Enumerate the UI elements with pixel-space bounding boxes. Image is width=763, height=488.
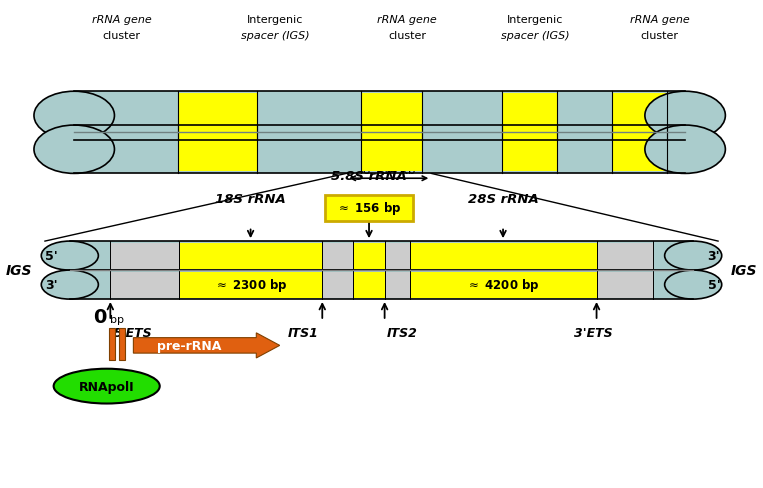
Bar (70, 270, 693, 300)
Text: ITS2: ITS2 (387, 326, 417, 339)
Text: 28S rRNA: 28S rRNA (468, 192, 539, 205)
Bar (70, 242, 693, 270)
Ellipse shape (645, 92, 726, 140)
Bar (179, 243, 322, 269)
Text: cluster: cluster (640, 31, 678, 41)
Bar (652, 243, 693, 269)
Text: ITS1: ITS1 (288, 326, 319, 339)
Ellipse shape (53, 369, 159, 404)
Text: 18S rRNA: 18S rRNA (215, 192, 286, 205)
Bar (502, 94, 557, 138)
Text: $\approx$ 4200 bp: $\approx$ 4200 bp (466, 277, 540, 293)
Text: cluster: cluster (103, 31, 140, 41)
Bar (557, 94, 612, 138)
Bar (179, 272, 322, 298)
Ellipse shape (41, 242, 98, 270)
Bar (652, 272, 693, 298)
Bar (385, 272, 410, 298)
Bar (362, 94, 423, 138)
Bar (111, 272, 179, 298)
Bar (109, 328, 115, 360)
Text: $\approx$ 156 bp: $\approx$ 156 bp (336, 200, 402, 217)
Text: Intergenic: Intergenic (247, 15, 304, 24)
Ellipse shape (665, 270, 722, 300)
Text: 0: 0 (93, 307, 107, 326)
Bar (612, 128, 667, 172)
Ellipse shape (645, 126, 726, 174)
Bar (353, 243, 385, 269)
Bar (410, 272, 597, 298)
Text: 8 - 14 kb: 8 - 14 kb (362, 163, 415, 177)
Text: bp: bp (111, 315, 124, 325)
Bar (667, 128, 685, 172)
Bar (502, 128, 557, 172)
Bar (70, 243, 111, 269)
Bar (423, 94, 502, 138)
Bar (322, 243, 353, 269)
Text: spacer (IGS): spacer (IGS) (501, 31, 569, 41)
Bar (74, 126, 685, 174)
Bar (74, 128, 178, 172)
Bar (557, 128, 612, 172)
Text: 5'ETS: 5'ETS (114, 326, 153, 339)
Text: pre-rRNA: pre-rRNA (157, 339, 221, 352)
Text: spacer (IGS): spacer (IGS) (241, 31, 310, 41)
Bar (410, 243, 597, 269)
Text: $\approx$ 2300 bp: $\approx$ 2300 bp (214, 277, 288, 293)
Bar (257, 128, 362, 172)
Text: 5.8S rRNA: 5.8S rRNA (331, 169, 407, 182)
Bar (178, 94, 257, 138)
Bar (111, 243, 179, 269)
Text: rRNA gene: rRNA gene (377, 15, 437, 24)
Text: 5': 5' (45, 249, 58, 263)
Bar (322, 272, 353, 298)
Bar (385, 243, 410, 269)
Text: 5': 5' (707, 279, 720, 291)
Text: 3'ETS: 3'ETS (574, 326, 612, 339)
Bar (74, 94, 178, 138)
FancyBboxPatch shape (325, 195, 414, 222)
Text: IGS: IGS (6, 264, 33, 278)
Text: RNApolI: RNApolI (79, 380, 134, 393)
Bar (257, 94, 362, 138)
Bar (353, 272, 385, 298)
Bar (612, 94, 667, 138)
Bar (119, 328, 125, 360)
Text: cluster: cluster (388, 31, 426, 41)
Bar (597, 272, 652, 298)
Bar (597, 243, 652, 269)
Text: rRNA gene: rRNA gene (92, 15, 152, 24)
Text: 3': 3' (707, 249, 720, 263)
Ellipse shape (34, 126, 114, 174)
Ellipse shape (41, 270, 98, 300)
Text: rRNA gene: rRNA gene (629, 15, 690, 24)
Bar (70, 272, 111, 298)
Text: Intergenic: Intergenic (507, 15, 563, 24)
Text: 3': 3' (45, 279, 57, 291)
FancyArrow shape (134, 333, 280, 358)
Bar (423, 128, 502, 172)
Bar (667, 94, 685, 138)
Bar (362, 128, 423, 172)
Bar (74, 92, 685, 140)
Ellipse shape (34, 92, 114, 140)
Bar (178, 128, 257, 172)
Ellipse shape (665, 242, 722, 270)
Text: IGS: IGS (730, 264, 757, 278)
